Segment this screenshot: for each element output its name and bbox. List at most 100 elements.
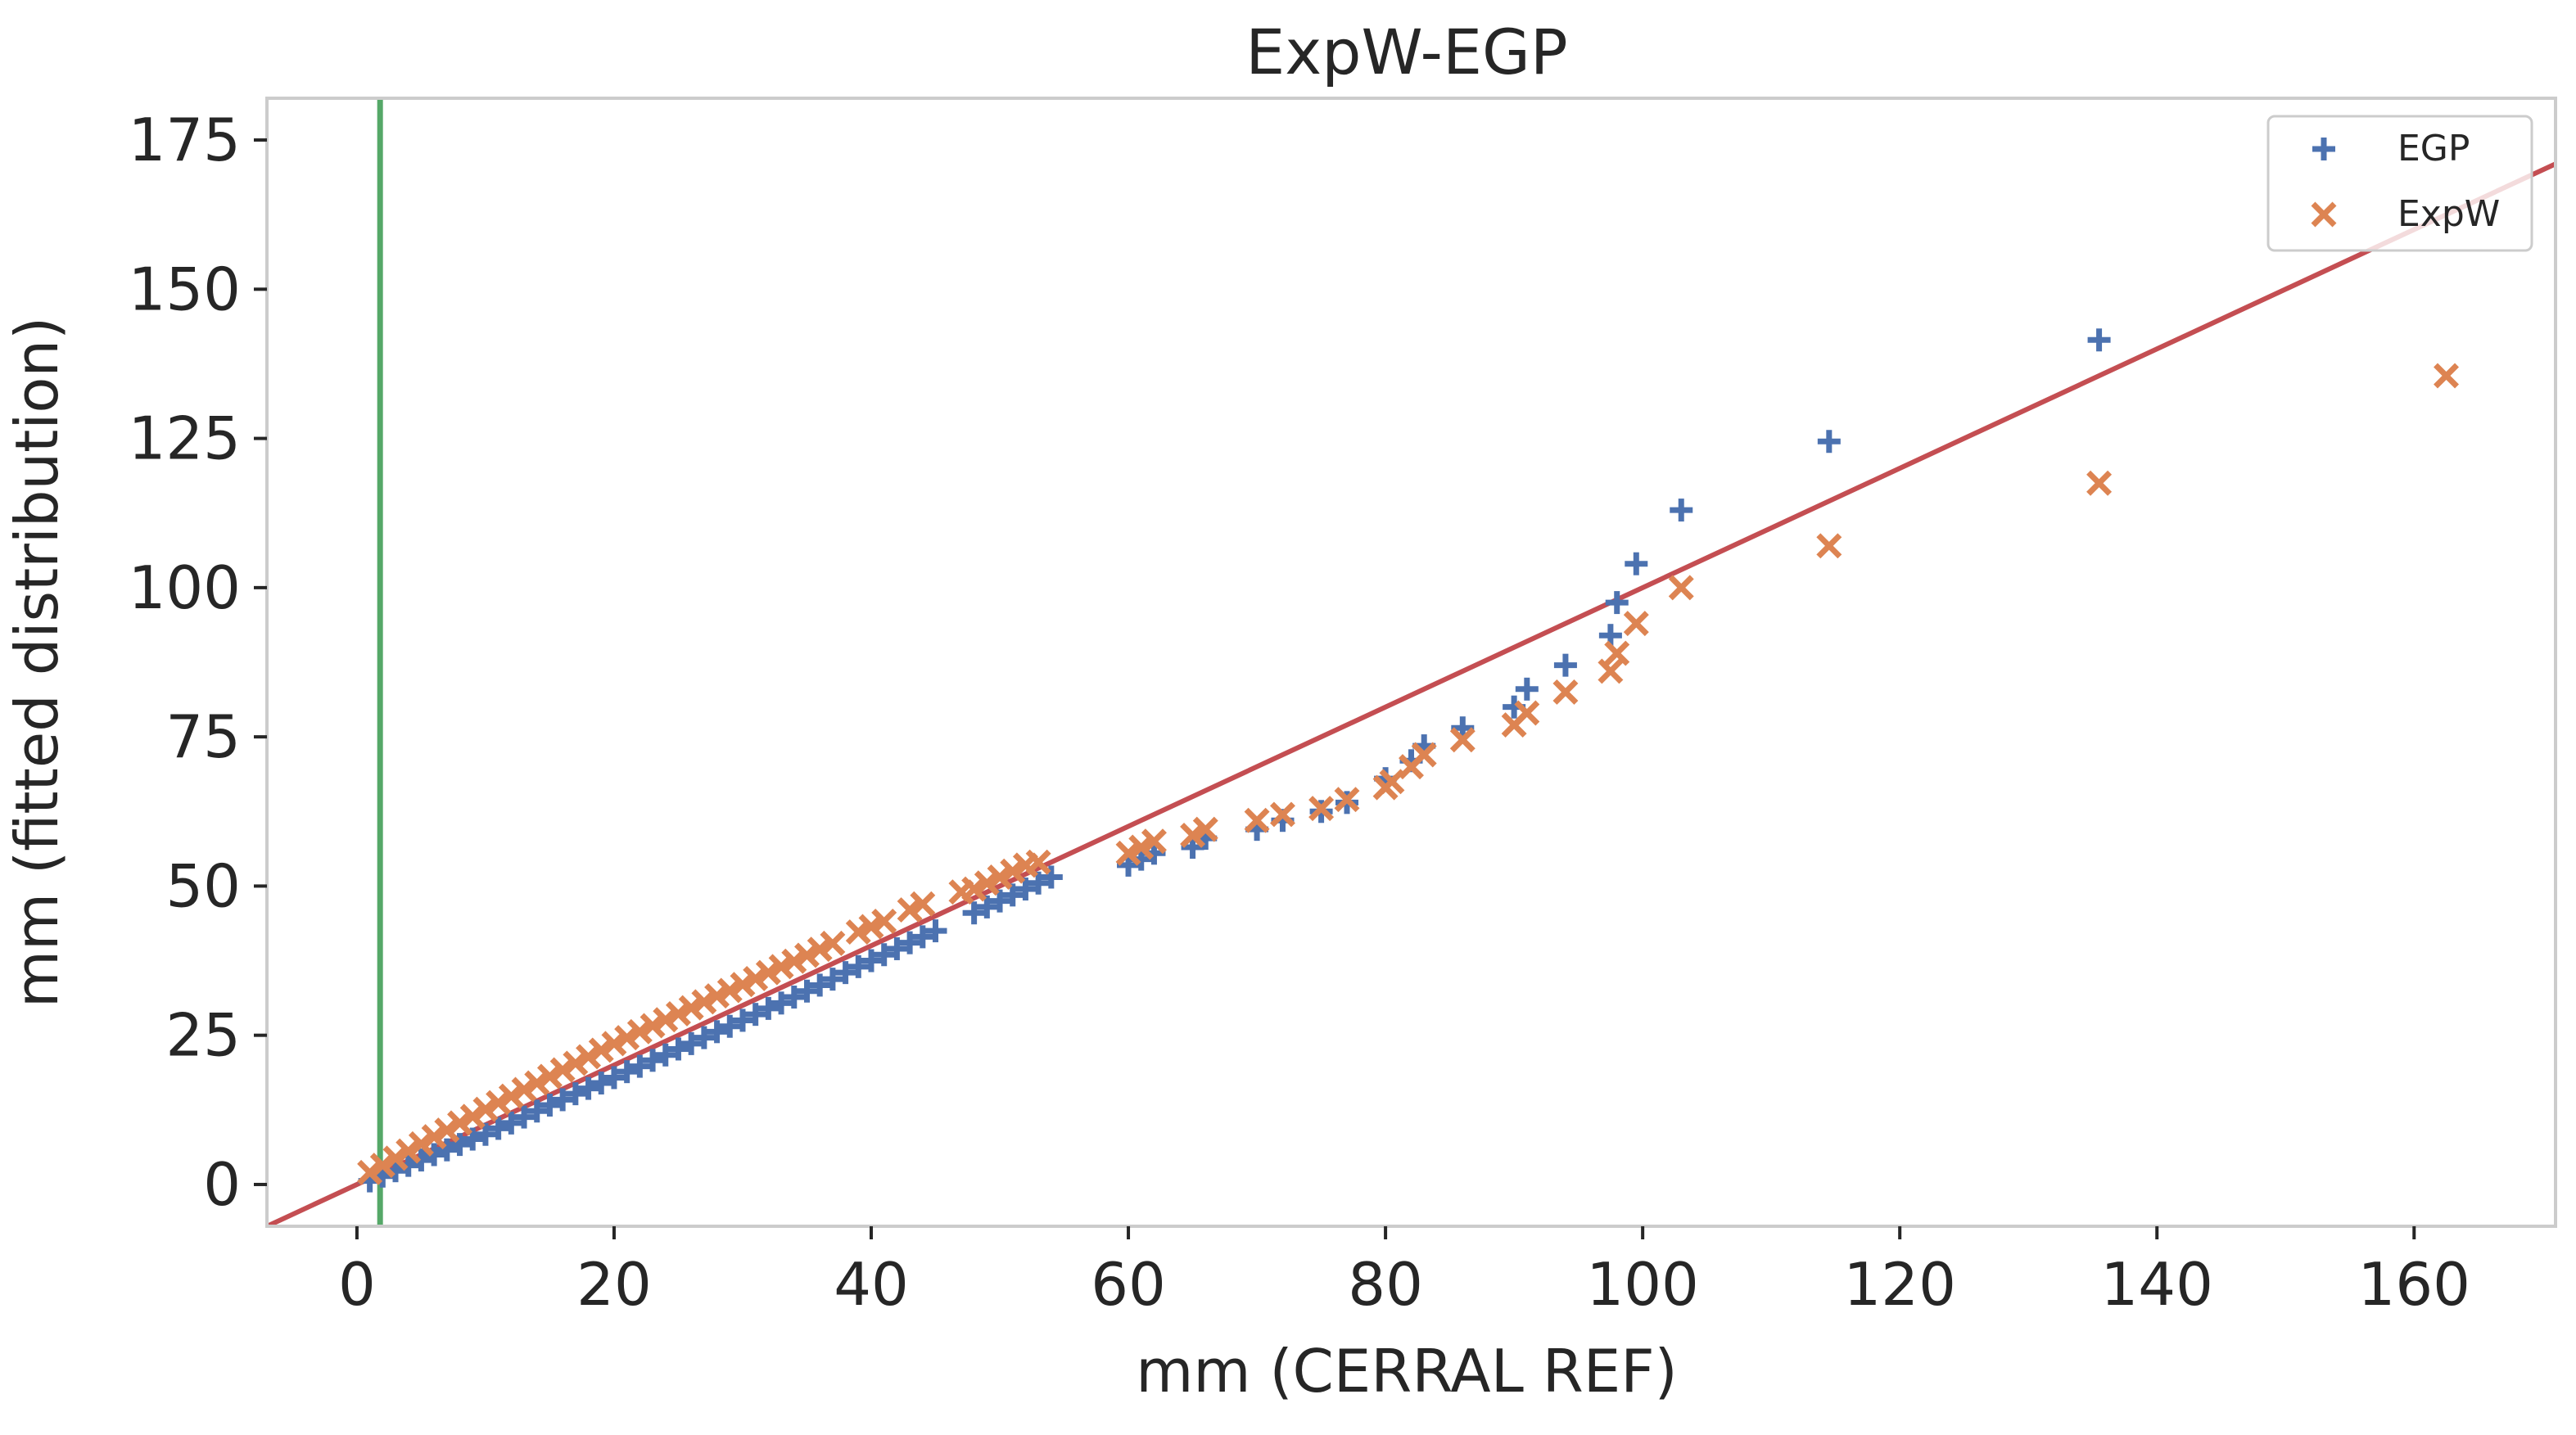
legend-egp-marker (2312, 138, 2335, 160)
expw-point (486, 1090, 512, 1116)
egp-point (680, 1031, 703, 1055)
egp-point (705, 1020, 729, 1044)
egp-point (1817, 430, 1841, 454)
egp-point (692, 1026, 716, 1049)
expw-point (691, 989, 717, 1015)
egp-point (461, 1127, 485, 1151)
egp-point (975, 895, 999, 918)
legend-expw-marker (2311, 201, 2337, 228)
expw-point (1334, 787, 1360, 813)
expw-point (498, 1083, 524, 1109)
egp-point (602, 1066, 626, 1090)
expw-point (1552, 679, 1579, 705)
expw-point (653, 1007, 679, 1033)
egp-point (1625, 552, 1648, 575)
y-tick-label: 50 (165, 851, 241, 920)
egp-point (486, 1117, 510, 1140)
x-tick-label: 140 (2101, 1250, 2213, 1319)
egp-point (898, 931, 922, 954)
egp-point (757, 996, 780, 1020)
egp-point (834, 961, 857, 985)
egp-point (795, 979, 819, 1003)
egp-point (576, 1076, 600, 1100)
expw-point (2086, 470, 2113, 496)
expw-point (563, 1050, 589, 1076)
egp-point (628, 1054, 652, 1078)
egp-point (770, 991, 793, 1015)
egp-point (860, 949, 884, 972)
x-tick-label: 0 (338, 1250, 376, 1319)
legend: EGP ExpW (2266, 115, 2533, 252)
expw-point (2434, 363, 2460, 389)
egp-point (1670, 499, 1693, 522)
egp-point (782, 986, 806, 1009)
expw-point (549, 1057, 576, 1083)
expw-point (601, 1031, 627, 1057)
expw-point (626, 1018, 653, 1045)
expw-point (447, 1110, 473, 1136)
egp-point (1001, 883, 1024, 907)
egp-point (551, 1088, 575, 1112)
x-axis-label: mm (CERRAL REF) (1136, 1337, 1677, 1406)
expw-point (1816, 533, 1842, 559)
egp-point (743, 1003, 767, 1027)
y-tick-label: 25 (165, 1001, 241, 1070)
expw-point (1141, 828, 1167, 855)
expw-point (639, 1013, 666, 1039)
plot-frame (265, 97, 2557, 1228)
expw-point (1192, 816, 1218, 842)
egp-point (924, 919, 947, 943)
expw-point (1115, 840, 1141, 866)
egp-point (808, 973, 832, 997)
egp-point (473, 1122, 497, 1146)
egp-point (988, 889, 1012, 913)
y-tick-label: 150 (129, 255, 241, 323)
y-tick-label: 175 (129, 106, 241, 174)
expw-point (781, 948, 807, 974)
egp-point (538, 1093, 562, 1117)
expw-point (678, 995, 704, 1021)
expw-point (730, 972, 756, 998)
y-tick-label: 0 (203, 1150, 241, 1219)
expw-point (588, 1037, 614, 1063)
reference-line (267, 161, 2556, 1226)
egp-point (563, 1082, 587, 1106)
expw-point (743, 965, 769, 991)
y-axis-label: mm (fitted distribution) (2, 317, 71, 1008)
expw-point (1308, 796, 1335, 822)
egp-point (513, 1105, 536, 1129)
egp-point (1451, 716, 1475, 740)
x-tick-label: 20 (576, 1250, 652, 1319)
egp-point (1515, 677, 1539, 701)
expw-point (357, 1159, 383, 1185)
expw-point (1623, 611, 1649, 637)
egp-point (590, 1072, 613, 1095)
egp-point (1014, 878, 1037, 901)
expw-point (369, 1153, 395, 1179)
expw-point (897, 897, 923, 923)
expw-point (472, 1096, 499, 1122)
expw-point (395, 1138, 422, 1164)
egp-point (1117, 853, 1141, 877)
legend-egp-label: EGP (2397, 128, 2470, 169)
egp-point (1181, 836, 1204, 860)
egp-point (730, 1009, 754, 1032)
x-axis: 0 20 40 60 80 100 120 140 160 (338, 1226, 2470, 1319)
y-axis: 0 25 50 75 100 125 150 175 (129, 106, 267, 1219)
expw-point (1025, 849, 1051, 875)
y-tick-label: 100 (129, 553, 241, 622)
expw-point (961, 876, 987, 902)
egp-point (448, 1133, 472, 1157)
expw-point (755, 959, 781, 986)
egp-point (1553, 653, 1577, 677)
expw-point (434, 1117, 460, 1144)
chart-title: ExpW-EGP (1245, 16, 1567, 88)
expw-point (1379, 769, 1405, 795)
legend-egp-glyph (2312, 138, 2335, 160)
legend-expw-label: ExpW (2397, 193, 2500, 235)
x-tick-label: 60 (1091, 1250, 1166, 1319)
legend-expw-glyph (2311, 201, 2337, 228)
egp-point (885, 936, 909, 960)
